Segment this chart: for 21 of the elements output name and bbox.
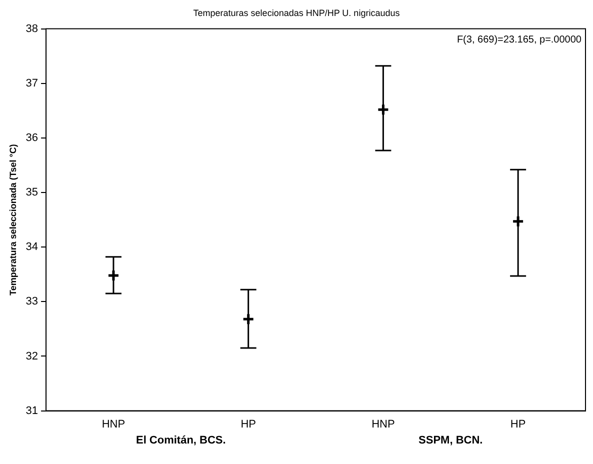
x-tick-label: HNP <box>102 418 126 430</box>
point <box>107 269 120 282</box>
y-tick-label: 37 <box>26 77 38 90</box>
chart-title: Temperaturas selecionadas HNP/HP U. nigricaudus <box>193 8 400 18</box>
y-tick-label: 36 <box>26 132 38 144</box>
text: El Comitán, BCS. <box>136 434 226 446</box>
y-tick-label: 34 <box>26 241 38 254</box>
x-tick-label: HP <box>240 418 256 430</box>
point <box>512 215 524 228</box>
y-axis-title: Temperatura seleccionada (Tsel °C) <box>8 144 18 296</box>
x-tick-label: HP <box>510 418 526 430</box>
y-tick-label: 32 <box>26 350 38 362</box>
y-tick-label: 33 <box>26 296 38 308</box>
y-tick-label: 35 <box>26 186 38 199</box>
y-tick-label: 31 <box>26 404 38 417</box>
text: SSPM, BCN. <box>418 434 483 446</box>
x-tick-label: HNP <box>372 418 395 430</box>
annotation: F(3, 669)=23.165, p=.00000 <box>456 34 582 46</box>
point <box>242 312 255 326</box>
y-tick-label: 38 <box>26 22 38 35</box>
point <box>376 103 390 116</box>
